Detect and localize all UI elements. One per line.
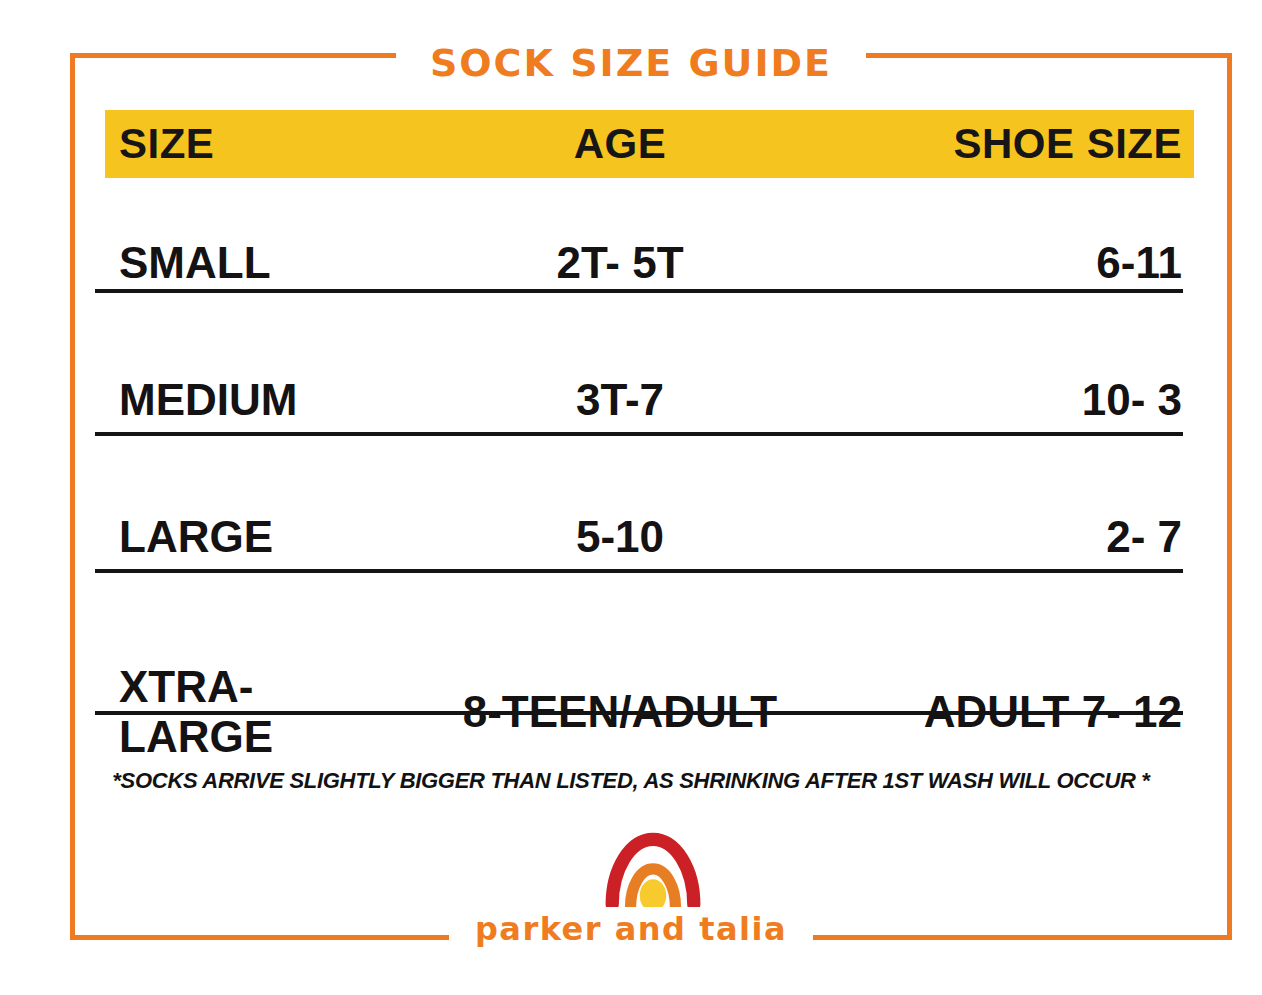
brand-logo (602, 827, 704, 913)
column-header-shoe-size: SHOE SIZE (870, 120, 1194, 168)
rainbow-icon (602, 827, 704, 913)
cell-age: 2T- 5T (370, 238, 870, 288)
shrinkage-footnote: *SOCKS ARRIVE SLIGHTLY BIGGER THAN LISTE… (0, 766, 1262, 796)
cell-size: MEDIUM (105, 375, 370, 425)
cell-age: 5-10 (370, 512, 870, 562)
column-header-age: AGE (370, 120, 870, 168)
cell-shoe-size: 2- 7 (870, 512, 1194, 562)
table-row: XTRA-LARGE 8-TEEN/ADULT ADULT 7- 12 (105, 662, 1194, 718)
table-header: SIZE AGE SHOE SIZE (105, 110, 1194, 178)
table-row: LARGE 5-10 2- 7 (105, 509, 1194, 565)
cell-shoe-size: 6-11 (870, 238, 1194, 288)
sock-size-guide: SOCK SIZE GUIDE SIZE AGE SHOE SIZE SMALL… (0, 0, 1262, 995)
outer-frame (70, 53, 1232, 940)
row-divider (95, 432, 1183, 436)
page-title: SOCK SIZE GUIDE (396, 40, 866, 86)
row-divider (95, 289, 1183, 293)
row-divider (95, 711, 1183, 715)
cell-shoe-size: 10- 3 (870, 375, 1194, 425)
title-row: SOCK SIZE GUIDE (0, 40, 1262, 86)
brand-row: parker and talia (0, 907, 1262, 951)
column-header-size: SIZE (105, 120, 370, 168)
table-row: MEDIUM 3T-7 10- 3 (105, 372, 1194, 428)
row-divider (95, 569, 1183, 573)
brand-name: parker and talia (449, 907, 813, 951)
cell-age: 3T-7 (370, 375, 870, 425)
table-row: SMALL 2T- 5T 6-11 (105, 235, 1194, 291)
cell-size: LARGE (105, 512, 370, 562)
cell-size: SMALL (105, 238, 370, 288)
